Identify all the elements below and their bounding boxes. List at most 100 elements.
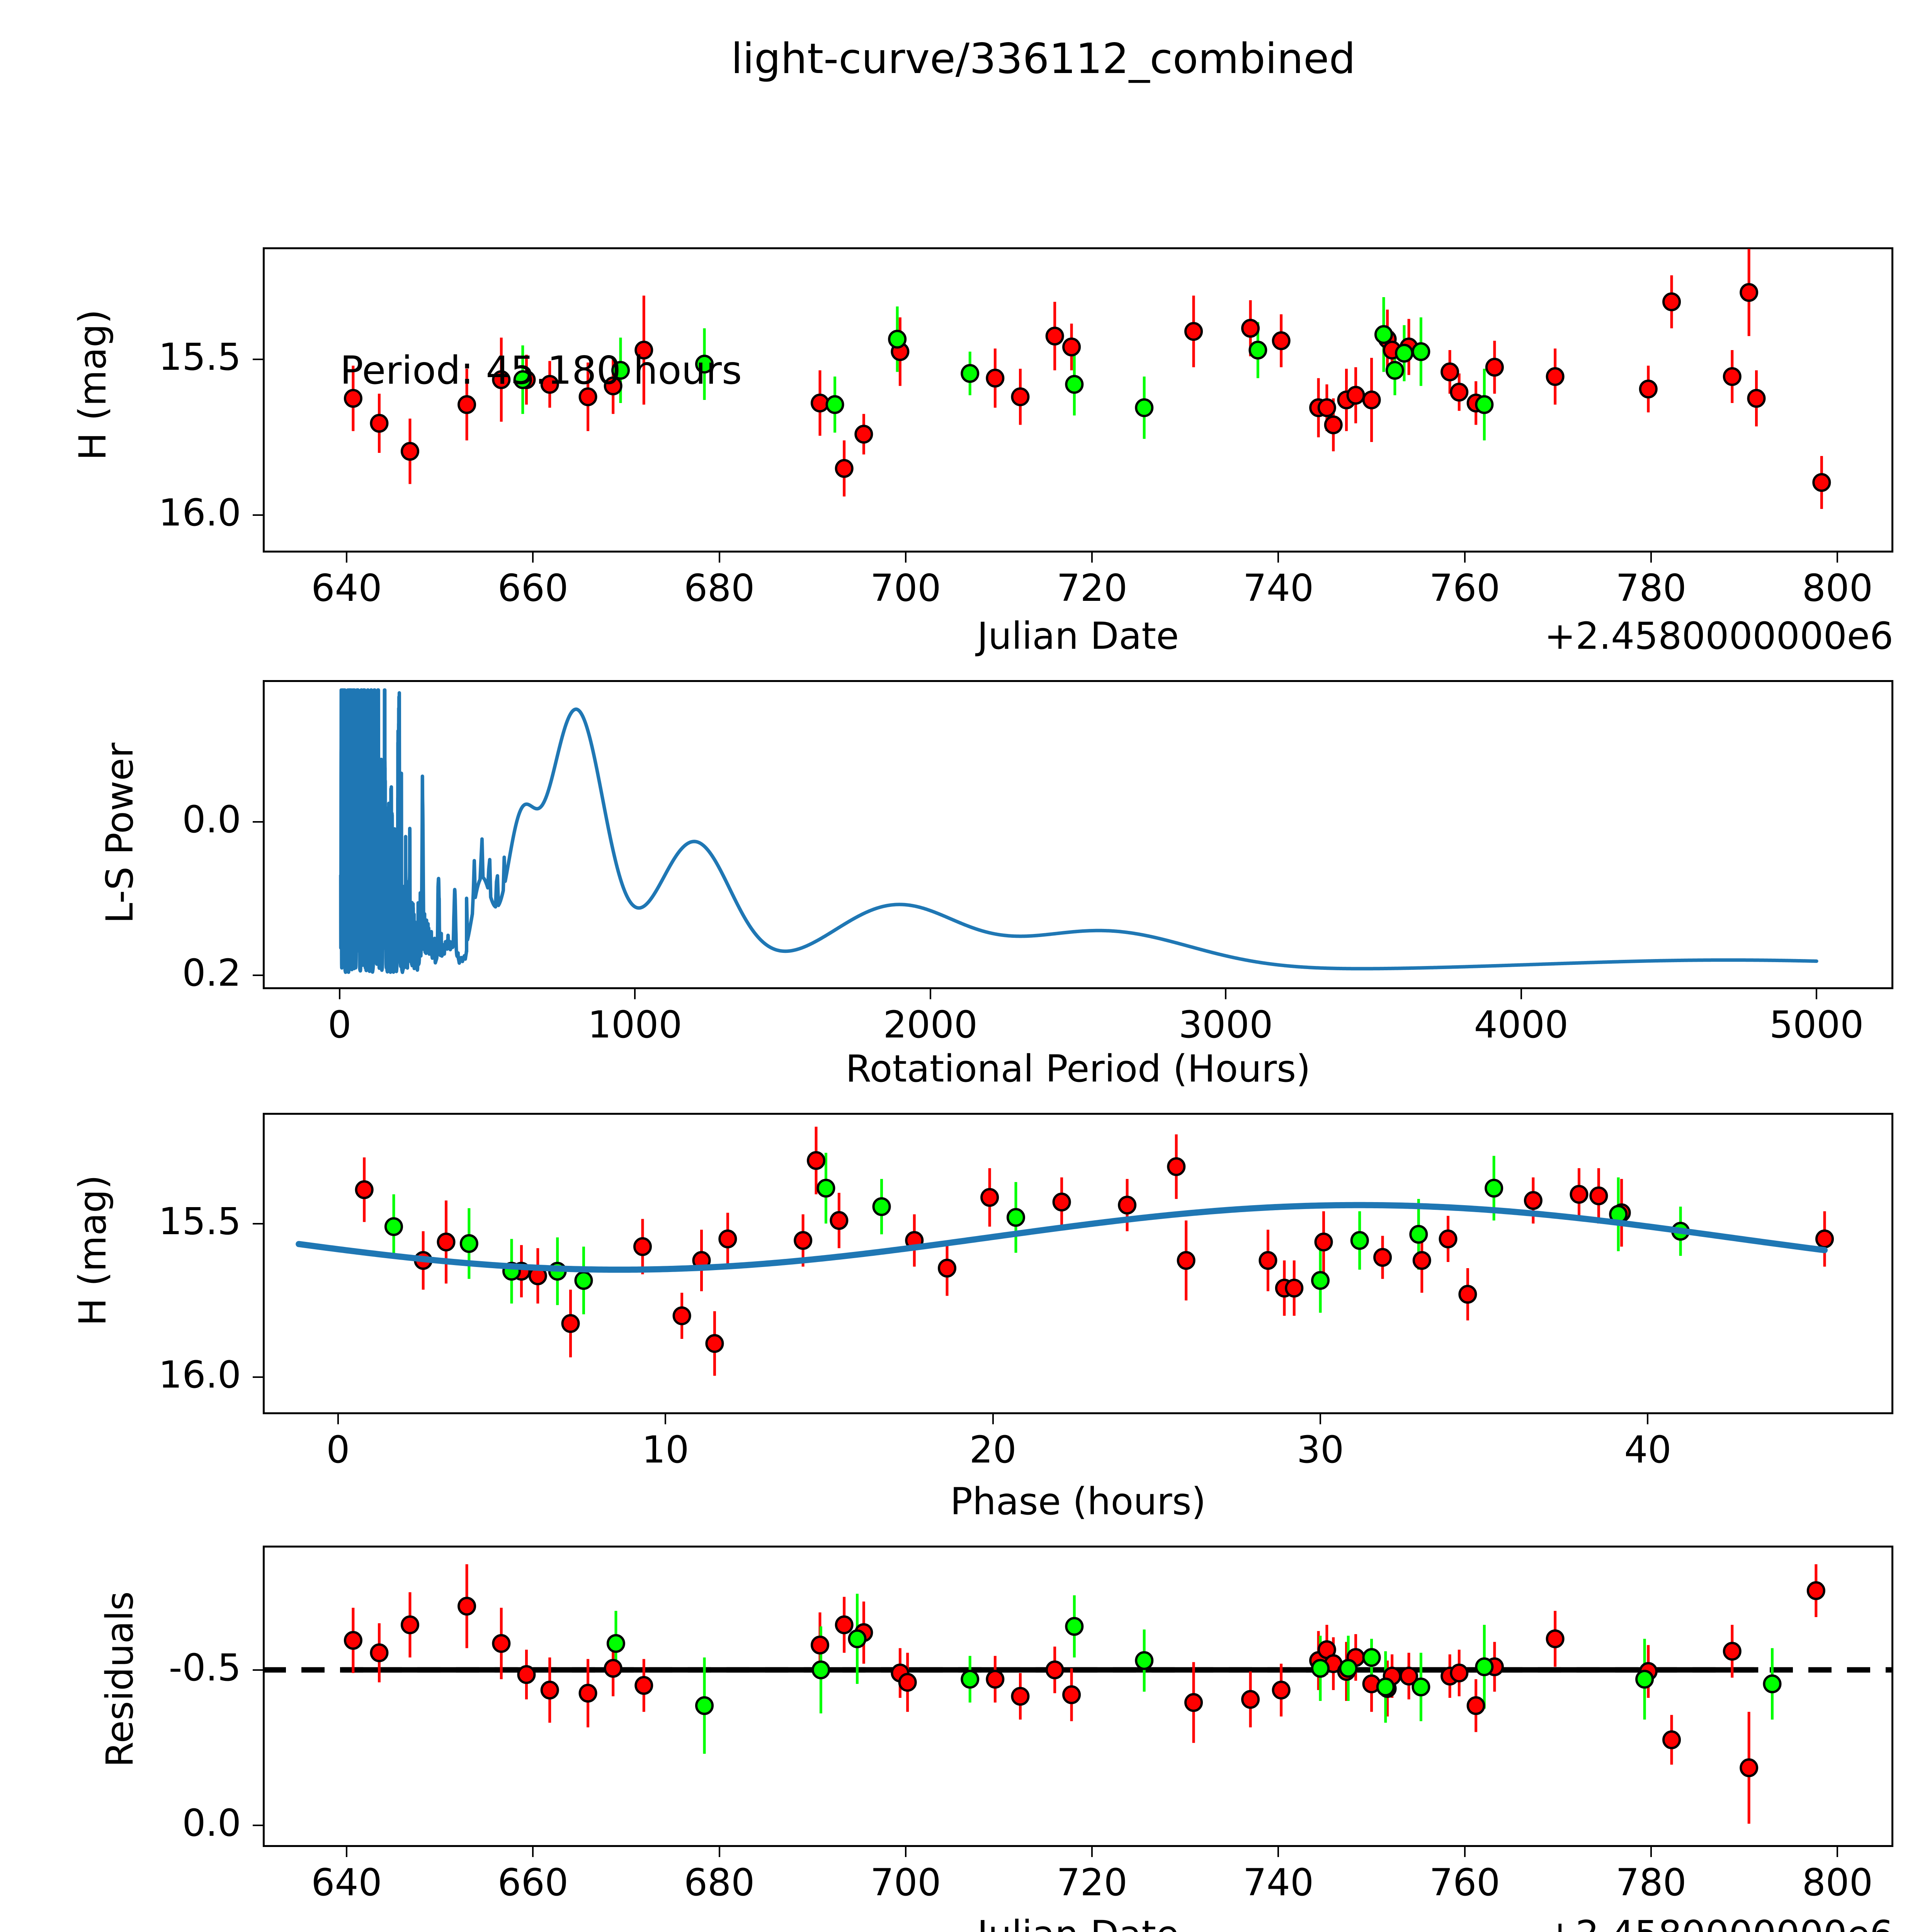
- panel4-xtick: [1837, 1847, 1838, 1857]
- panel2-ytick: [253, 821, 263, 823]
- data-point: [961, 364, 980, 383]
- data-point: [888, 330, 907, 349]
- data-point: [807, 1151, 826, 1170]
- panel2-xtick-label: 0: [328, 1003, 352, 1046]
- data-point: [811, 1660, 830, 1680]
- data-point: [1570, 1185, 1588, 1204]
- panel4-xtick: [718, 1847, 720, 1857]
- data-point: [938, 1259, 957, 1278]
- panel2-xtick-label: 5000: [1769, 1003, 1864, 1046]
- panel1-offset-text: +2.4580000000e6: [1544, 614, 1893, 658]
- data-point: [695, 354, 714, 374]
- panel3-frame: [263, 1113, 1893, 1414]
- data-point: [1635, 1670, 1654, 1689]
- panel4-xtick: [1650, 1847, 1652, 1857]
- data-point: [1524, 1191, 1543, 1210]
- panel2-ytick: [253, 975, 263, 976]
- data-point: [1317, 398, 1336, 417]
- panel1-xtick-label: 720: [1056, 566, 1128, 610]
- data-point: [1546, 367, 1565, 386]
- data-point: [854, 425, 873, 444]
- data-point: [1806, 1581, 1825, 1600]
- panel1-y-axis-label: H (mag): [71, 309, 114, 461]
- data-point: [1740, 283, 1759, 302]
- data-point: [1167, 1157, 1186, 1176]
- data-point: [1639, 379, 1658, 399]
- panel2-ytick-label: 0.0: [182, 798, 241, 842]
- data-point: [1241, 319, 1260, 338]
- data-point: [344, 389, 362, 408]
- panel2-xtick-label: 4000: [1474, 1003, 1568, 1046]
- panel2-ytick-label: 0.2: [182, 951, 241, 995]
- panel1-xtick-label: 760: [1429, 566, 1500, 610]
- data-point: [457, 395, 476, 414]
- panel4-xtick: [1277, 1847, 1279, 1857]
- data-point: [492, 1634, 511, 1653]
- data-point: [578, 1684, 597, 1703]
- data-point: [1450, 1663, 1469, 1683]
- panel3-xtick: [337, 1414, 339, 1424]
- data-point: [986, 1670, 1005, 1689]
- data-point: [1065, 375, 1084, 394]
- data-point: [825, 395, 844, 414]
- data-point: [1045, 1660, 1064, 1680]
- panel1-xtick-label: 640: [311, 566, 382, 610]
- data-point: [1311, 1659, 1330, 1678]
- panel2-xtick: [338, 989, 340, 999]
- data-point: [848, 1629, 867, 1648]
- panel4-xtick-label: 740: [1243, 1861, 1314, 1904]
- panel1-xtick-label: 800: [1802, 566, 1873, 610]
- data-point: [1045, 327, 1064, 346]
- panel1-ytick-label: 15.5: [158, 335, 241, 379]
- data-point: [1412, 1251, 1431, 1270]
- panel4-xtick-label: 700: [870, 1861, 941, 1904]
- data-point: [1362, 390, 1381, 410]
- panel-light-curve-time-series: [263, 247, 1893, 553]
- data-point: [816, 1179, 835, 1198]
- data-point: [1135, 398, 1154, 417]
- data-point: [1723, 367, 1742, 386]
- data-point: [718, 1229, 737, 1248]
- data-point: [1812, 473, 1831, 492]
- panel1-xtick-label: 680: [684, 566, 755, 610]
- panel1-plot-area: [344, 249, 1831, 509]
- data-point: [1458, 1285, 1477, 1304]
- panel1-xtick: [1277, 553, 1279, 563]
- data-point: [1450, 383, 1469, 402]
- panel1-ytick: [253, 514, 263, 516]
- panel-lomb-scargle-periodogram: [263, 680, 1893, 989]
- panel1-xtick: [346, 553, 348, 563]
- data-point: [540, 375, 559, 394]
- panel1-xtick-label: 660: [497, 566, 568, 610]
- panel3-xtick-label: 10: [642, 1428, 689, 1471]
- panel1-xtick-label: 780: [1616, 566, 1687, 610]
- panel3-xtick: [1647, 1414, 1649, 1424]
- panel1-ytick: [253, 359, 263, 361]
- panel4-xtick-label: 660: [497, 1861, 568, 1904]
- panel2-x-axis-label: Rotational Period (Hours): [845, 1047, 1311, 1090]
- data-point: [1440, 362, 1459, 381]
- data-point: [1062, 1685, 1081, 1704]
- data-point: [1052, 1192, 1071, 1212]
- data-point: [980, 1188, 999, 1207]
- panel3-xtick-label: 30: [1296, 1428, 1344, 1471]
- data-point: [1362, 1648, 1381, 1667]
- panel4-plot-area: [263, 1564, 1893, 1824]
- panel2-frame: [263, 680, 1893, 989]
- panel4-x-axis-label: Julian Date: [730, 1913, 1426, 1932]
- panel4-xtick-label: 680: [684, 1861, 755, 1904]
- panel4-ytick-label: -0.5: [168, 1646, 241, 1689]
- panel2-xtick: [1816, 989, 1818, 999]
- data-point: [1272, 331, 1291, 350]
- data-point: [986, 369, 1005, 388]
- panel1-xtick: [532, 553, 534, 563]
- data-point: [830, 1211, 849, 1230]
- data-point: [1589, 1186, 1608, 1206]
- data-point: [606, 1634, 625, 1653]
- data-point: [1400, 1667, 1418, 1686]
- data-point: [1395, 344, 1413, 363]
- panel4-offset-text: +2.4580000000e6: [1352, 1913, 1893, 1932]
- data-point: [1135, 1651, 1154, 1670]
- data-point: [1740, 1758, 1759, 1777]
- data-point: [1412, 342, 1430, 361]
